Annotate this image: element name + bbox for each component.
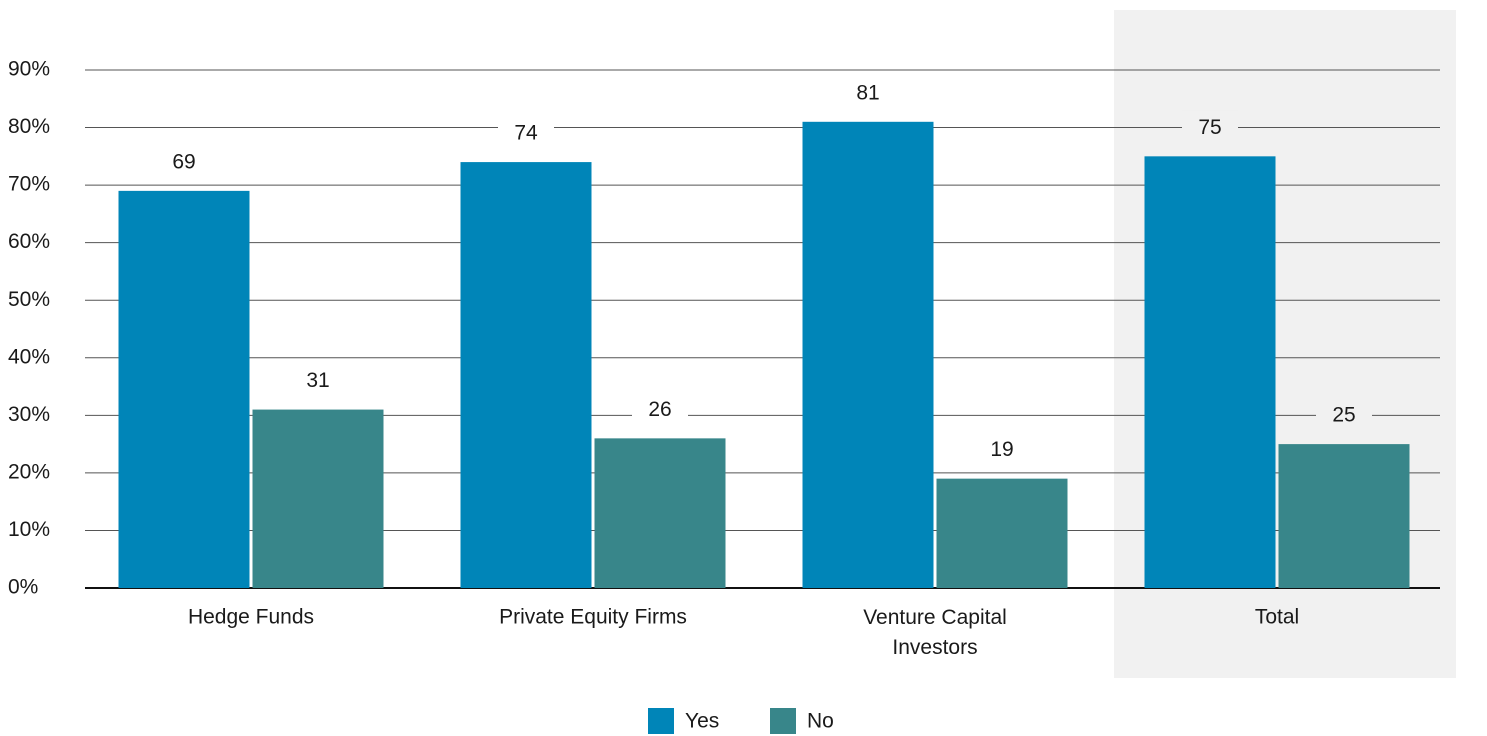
y-tick-label: 80% bbox=[8, 115, 50, 138]
y-tick-label: 50% bbox=[8, 288, 50, 311]
value-label: 74 bbox=[514, 122, 538, 145]
value-label-bg bbox=[840, 75, 896, 110]
value-label: 75 bbox=[1198, 116, 1221, 139]
bar bbox=[1144, 156, 1276, 589]
bar bbox=[252, 409, 384, 588]
value-label: 69 bbox=[172, 150, 195, 173]
y-tick-label: 20% bbox=[8, 460, 50, 483]
x-tick-label: Private Equity Firms bbox=[499, 606, 687, 629]
y-tick-label: 70% bbox=[8, 173, 50, 196]
bar bbox=[594, 438, 726, 588]
y-tick-label: 60% bbox=[8, 230, 50, 253]
value-label-bg bbox=[974, 432, 1030, 467]
y-tick-label: 40% bbox=[8, 345, 50, 368]
value-label: 81 bbox=[856, 81, 879, 104]
legend-label: Yes bbox=[685, 710, 719, 733]
value-label-bg bbox=[1182, 110, 1238, 145]
value-label-bg bbox=[632, 392, 688, 427]
legend-label: No bbox=[807, 710, 834, 733]
value-label-bg bbox=[290, 363, 346, 398]
bar bbox=[460, 162, 592, 589]
bar bbox=[118, 190, 250, 588]
legend-swatch bbox=[770, 708, 796, 734]
y-tick-label: 10% bbox=[8, 518, 50, 541]
value-label-bg bbox=[498, 116, 554, 151]
value-label: 19 bbox=[990, 438, 1013, 461]
value-label: 31 bbox=[306, 369, 329, 392]
value-label: 26 bbox=[648, 398, 671, 421]
bar bbox=[1278, 444, 1410, 588]
value-label: 25 bbox=[1332, 404, 1355, 427]
y-tick-label: 0% bbox=[8, 576, 38, 599]
legend-swatch bbox=[648, 708, 674, 734]
value-label-bg bbox=[1316, 398, 1372, 433]
value-label-bg bbox=[156, 144, 212, 179]
bar bbox=[936, 478, 1068, 588]
x-tick-label: Venture Capital Investors bbox=[863, 606, 1007, 659]
y-tick-label: 90% bbox=[8, 58, 50, 81]
x-tick-label: Total bbox=[1255, 606, 1299, 629]
y-tick-label: 30% bbox=[8, 403, 50, 426]
x-tick-label: Hedge Funds bbox=[188, 606, 314, 629]
bar bbox=[802, 121, 934, 589]
